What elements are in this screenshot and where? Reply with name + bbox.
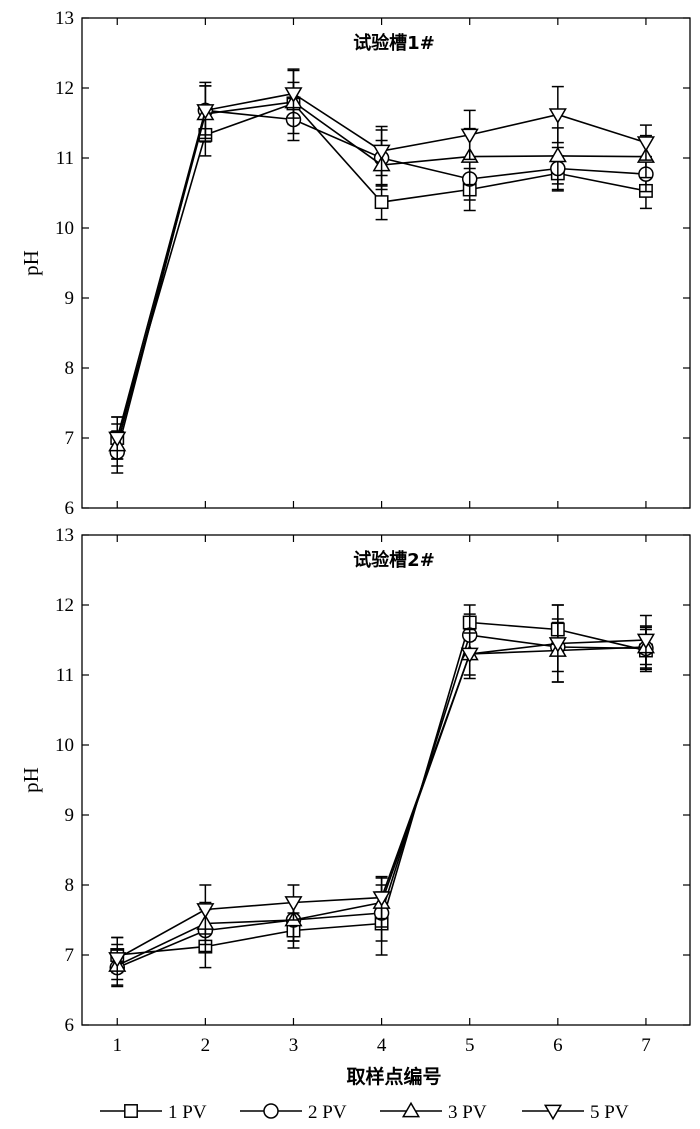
x-tick-label: 5 xyxy=(465,1035,475,1056)
data-point xyxy=(548,108,567,124)
x-axis-label: 取样点编号 xyxy=(346,1065,441,1088)
legend-label: 3 PV xyxy=(448,1102,487,1123)
series-5-pv xyxy=(108,604,655,981)
legend-marker xyxy=(124,1104,138,1118)
y-tick-label: 13 xyxy=(55,8,74,29)
legend-item-5-pv: 5 PV xyxy=(522,1102,629,1123)
legend-marker xyxy=(263,1103,279,1119)
y-tick-label: 8 xyxy=(65,875,75,896)
legend-item-3-pv: 3 PV xyxy=(380,1101,487,1123)
data-point xyxy=(636,136,655,152)
legend-item-1-pv: 1 PV xyxy=(100,1102,207,1123)
panel-title: 试验槽2# xyxy=(353,549,435,571)
y-tick-label: 7 xyxy=(65,428,75,449)
y-tick-label: 12 xyxy=(55,595,74,616)
legend-label: 5 PV xyxy=(590,1102,629,1123)
data-point xyxy=(372,144,391,161)
x-tick-label: 4 xyxy=(377,1035,387,1056)
data-point xyxy=(196,104,215,120)
legend-marker xyxy=(401,1101,421,1118)
data-point xyxy=(460,647,479,664)
x-tick-label: 6 xyxy=(553,1035,563,1056)
data-point xyxy=(196,903,215,919)
x-tick-label: 7 xyxy=(641,1035,651,1056)
data-point xyxy=(548,637,567,653)
y-axis-label: pH xyxy=(19,767,43,793)
data-point xyxy=(548,146,567,163)
y-tick-label: 9 xyxy=(65,288,75,309)
data-point xyxy=(374,195,389,210)
y-tick-label: 13 xyxy=(55,525,74,546)
data-point xyxy=(284,896,303,912)
y-tick-label: 11 xyxy=(56,148,74,169)
legend-marker xyxy=(543,1104,563,1121)
panel-1: 6 7 8 9 10 11 12 13 试验槽1# pH xyxy=(19,8,691,519)
plot-frame xyxy=(81,17,691,509)
y-tick-label: 9 xyxy=(65,805,75,826)
y-tick-label: 7 xyxy=(65,945,75,966)
y-tick-label: 12 xyxy=(55,78,74,99)
x-tick-label: 3 xyxy=(289,1035,299,1056)
data-point xyxy=(108,952,127,968)
legend-label: 2 PV xyxy=(308,1102,347,1123)
x-tick-label: 1 xyxy=(112,1035,122,1056)
x-tick-label: 2 xyxy=(201,1035,211,1056)
y-tick-label: 10 xyxy=(55,735,74,756)
legend: 1 PV 2 PV 3 PV 5 PV xyxy=(100,1101,629,1123)
data-point xyxy=(460,128,479,145)
y-tick-label: 6 xyxy=(65,498,75,519)
legend-item-2-pv: 2 PV xyxy=(240,1102,347,1123)
data-point xyxy=(636,633,655,650)
y-tick-label: 8 xyxy=(65,358,75,379)
data-point xyxy=(284,87,303,103)
y-axis-label: pH xyxy=(19,250,43,276)
y-tick-label: 11 xyxy=(56,665,74,686)
legend-label: 1 PV xyxy=(168,1102,207,1123)
data-point xyxy=(372,891,391,907)
y-tick-label: 10 xyxy=(55,218,74,239)
series-5-pv xyxy=(108,68,655,460)
panel-title: 试验槽1# xyxy=(353,32,435,54)
y-tick-label: 6 xyxy=(65,1015,75,1036)
data-point xyxy=(108,431,127,448)
plot-frame xyxy=(81,534,691,1026)
